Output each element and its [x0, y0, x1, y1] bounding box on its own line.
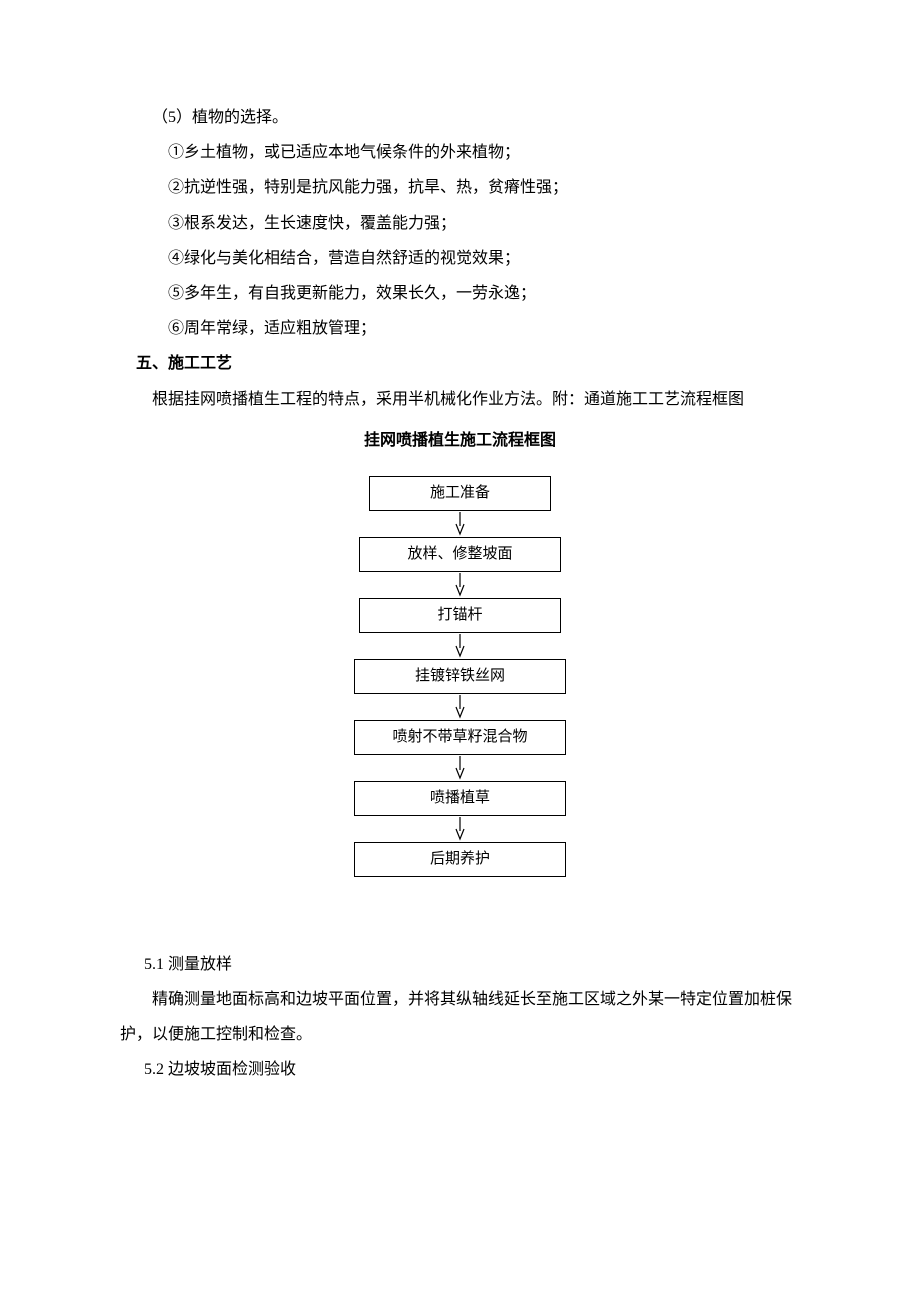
- flow-node: 挂镀锌铁丝网: [354, 659, 566, 694]
- flow-arrow-icon: [453, 694, 467, 720]
- flowchart-title: 挂网喷播植生施工流程框图: [120, 423, 800, 458]
- flowchart: 施工准备放样、修整坡面打锚杆挂镀锌铁丝网喷射不带草籽混合物喷播植草后期养护: [120, 476, 800, 877]
- flow-node: 施工准备: [369, 476, 551, 511]
- flow-arrow-icon: [453, 572, 467, 598]
- flow-arrow-icon: [453, 755, 467, 781]
- list-item-5-5: ⑤多年生，有自我更新能力，效果长久，一劳永逸；: [120, 276, 800, 311]
- flow-node: 打锚杆: [359, 598, 561, 633]
- flow-node: 后期养护: [354, 842, 566, 877]
- list-item-5-2: ②抗逆性强，特别是抗风能力强，抗旱、热，贫瘠性强；: [120, 170, 800, 205]
- document-page: （5）植物的选择。 ①乡土植物，或已适应本地气候条件的外来植物； ②抗逆性强，特…: [0, 0, 920, 1302]
- flow-node: 喷射不带草籽混合物: [354, 720, 566, 755]
- list-item-5-4: ④绿化与美化相结合，营造自然舒适的视觉效果；: [120, 241, 800, 276]
- flow-arrow-icon: [453, 511, 467, 537]
- section-5-1-text: 精确测量地面标高和边坡平面位置，并将其纵轴线延长至施工区域之外某一特定位置加桩保…: [120, 982, 800, 1052]
- flow-arrow-icon: [453, 633, 467, 659]
- section-5-intro: 根据挂网喷播植生工程的特点，采用半机械化作业方法。附：通道施工工艺流程框图: [120, 382, 800, 417]
- flow-node: 喷播植草: [354, 781, 566, 816]
- flow-node: 放样、修整坡面: [359, 537, 561, 572]
- list-item-5: （5）植物的选择。: [120, 100, 800, 135]
- section-5-2-heading: 5.2 边坡坡面检测验收: [120, 1052, 800, 1087]
- list-item-5-1: ①乡土植物，或已适应本地气候条件的外来植物；: [120, 135, 800, 170]
- list-item-5-3: ③根系发达，生长速度快，覆盖能力强；: [120, 206, 800, 241]
- section-5-1-heading: 5.1 测量放样: [120, 947, 800, 982]
- flow-arrow-icon: [453, 816, 467, 842]
- list-item-5-6: ⑥周年常绿，适应粗放管理；: [120, 311, 800, 346]
- section-5-heading: 五、施工工艺: [120, 346, 800, 381]
